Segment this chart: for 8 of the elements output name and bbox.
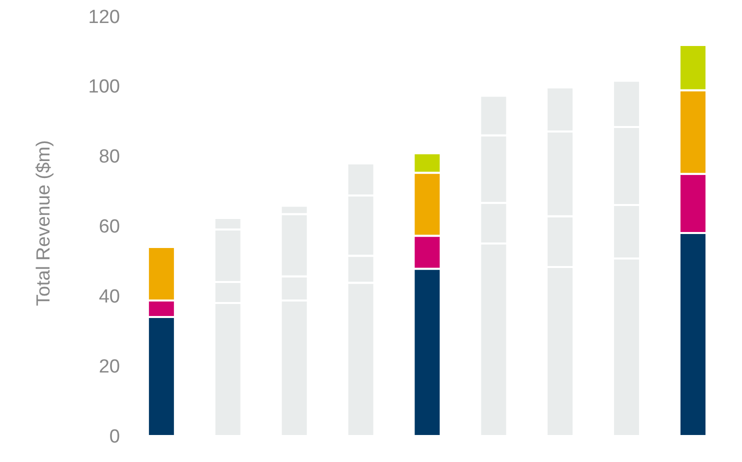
y-tick-label: 60 — [98, 216, 120, 238]
y-axis-title: Total Revenue ($m) — [34, 140, 55, 306]
y-tick-label: 120 — [88, 6, 120, 28]
y-tick-label: 100 — [88, 76, 120, 98]
y-tick-label: 40 — [98, 286, 120, 308]
y-tick-label: 80 — [98, 146, 120, 168]
y-tick-label: 0 — [109, 426, 120, 448]
y-tick-label: 20 — [98, 356, 120, 378]
